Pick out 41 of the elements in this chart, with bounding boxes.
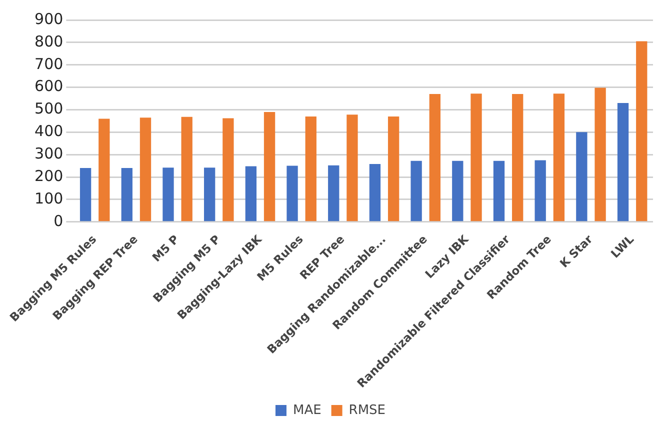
y-tick-label: 200 [34,166,64,185]
bar [264,112,276,222]
bar [470,94,482,222]
bar [98,118,110,222]
bar [140,118,152,222]
bar [286,166,298,222]
bar [388,116,400,222]
legend-label: RMSE [348,402,386,418]
y-tick-label: 900 [34,10,64,28]
legend-label: MAE [292,402,322,418]
bar [534,160,546,222]
bar [181,116,192,222]
bar [305,116,316,222]
bar [636,41,648,222]
y-tick-label: 800 [34,32,64,50]
bar [553,94,565,222]
bar [429,94,440,222]
x-tick-label: M5 P [149,232,182,265]
bar [245,166,257,222]
y-tick-label: 0 [54,212,64,230]
bar [410,160,422,222]
y-tick-label: 100 [34,189,64,208]
bar [512,94,524,222]
bar [222,118,234,222]
bar [162,168,174,222]
bar [80,168,92,222]
bar [204,168,216,222]
y-tick-label: 700 [34,54,64,73]
y-tick-label: 500 [34,100,64,118]
bar [346,114,358,222]
bar [121,168,132,222]
y-tick-label: 400 [34,122,64,140]
bar [617,103,629,222]
bar [576,132,588,222]
y-tick-label: 600 [34,77,64,96]
bar [328,165,340,222]
bar [594,88,606,222]
bar [452,160,464,222]
y-tick-label: 300 [34,144,64,162]
bar [369,164,381,222]
bar [493,160,505,222]
